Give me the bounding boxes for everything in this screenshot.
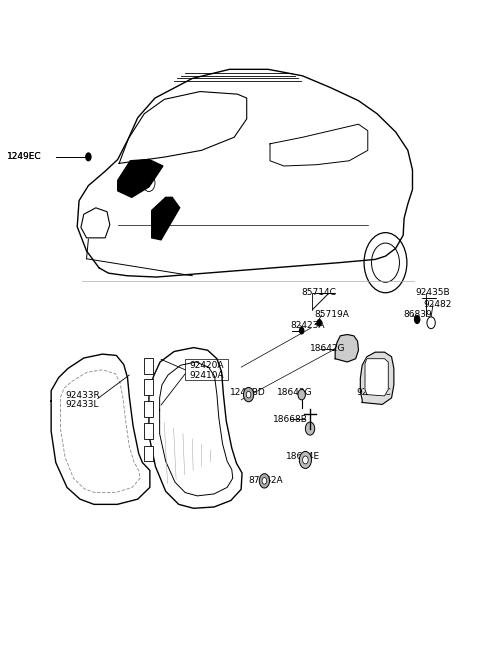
Text: 82423A: 82423A — [290, 321, 324, 330]
Circle shape — [262, 478, 267, 484]
Circle shape — [317, 319, 322, 327]
Text: 18643G: 18643G — [276, 388, 312, 396]
Text: 92420A: 92420A — [189, 361, 224, 371]
Polygon shape — [335, 335, 359, 362]
Circle shape — [85, 152, 92, 161]
Text: 18642G: 18642G — [310, 344, 346, 354]
Text: 92410A: 92410A — [189, 371, 224, 380]
Text: 86839: 86839 — [403, 310, 432, 319]
Text: 92435B: 92435B — [416, 287, 450, 297]
Text: 18668B: 18668B — [273, 415, 308, 424]
Polygon shape — [152, 197, 180, 240]
Bar — [144, 379, 153, 395]
Bar — [185, 359, 228, 380]
Text: 1243BD: 1243BD — [230, 388, 266, 396]
Circle shape — [414, 315, 420, 324]
Text: 92433R: 92433R — [65, 391, 100, 400]
Text: 18644E: 18644E — [286, 451, 320, 461]
Text: 92433L: 92433L — [65, 400, 98, 409]
Circle shape — [299, 327, 304, 335]
Bar — [144, 423, 153, 439]
Bar — [144, 401, 153, 417]
Circle shape — [305, 422, 315, 435]
Circle shape — [302, 456, 308, 464]
Polygon shape — [360, 352, 394, 405]
Circle shape — [246, 392, 251, 398]
Circle shape — [259, 474, 270, 488]
Circle shape — [298, 390, 305, 400]
Text: 1249EC: 1249EC — [7, 152, 42, 161]
Text: 1249EC: 1249EC — [7, 152, 42, 161]
Text: 85714C: 85714C — [301, 287, 336, 297]
Polygon shape — [118, 159, 163, 197]
Text: 85719A: 85719A — [315, 310, 349, 319]
Circle shape — [243, 388, 254, 402]
Text: 87342A: 87342A — [249, 476, 283, 485]
Bar — [144, 358, 153, 374]
Bar — [144, 445, 153, 461]
Text: 92482: 92482 — [424, 300, 452, 309]
Circle shape — [300, 451, 312, 468]
Text: 92470C: 92470C — [357, 388, 391, 396]
Polygon shape — [365, 359, 388, 396]
